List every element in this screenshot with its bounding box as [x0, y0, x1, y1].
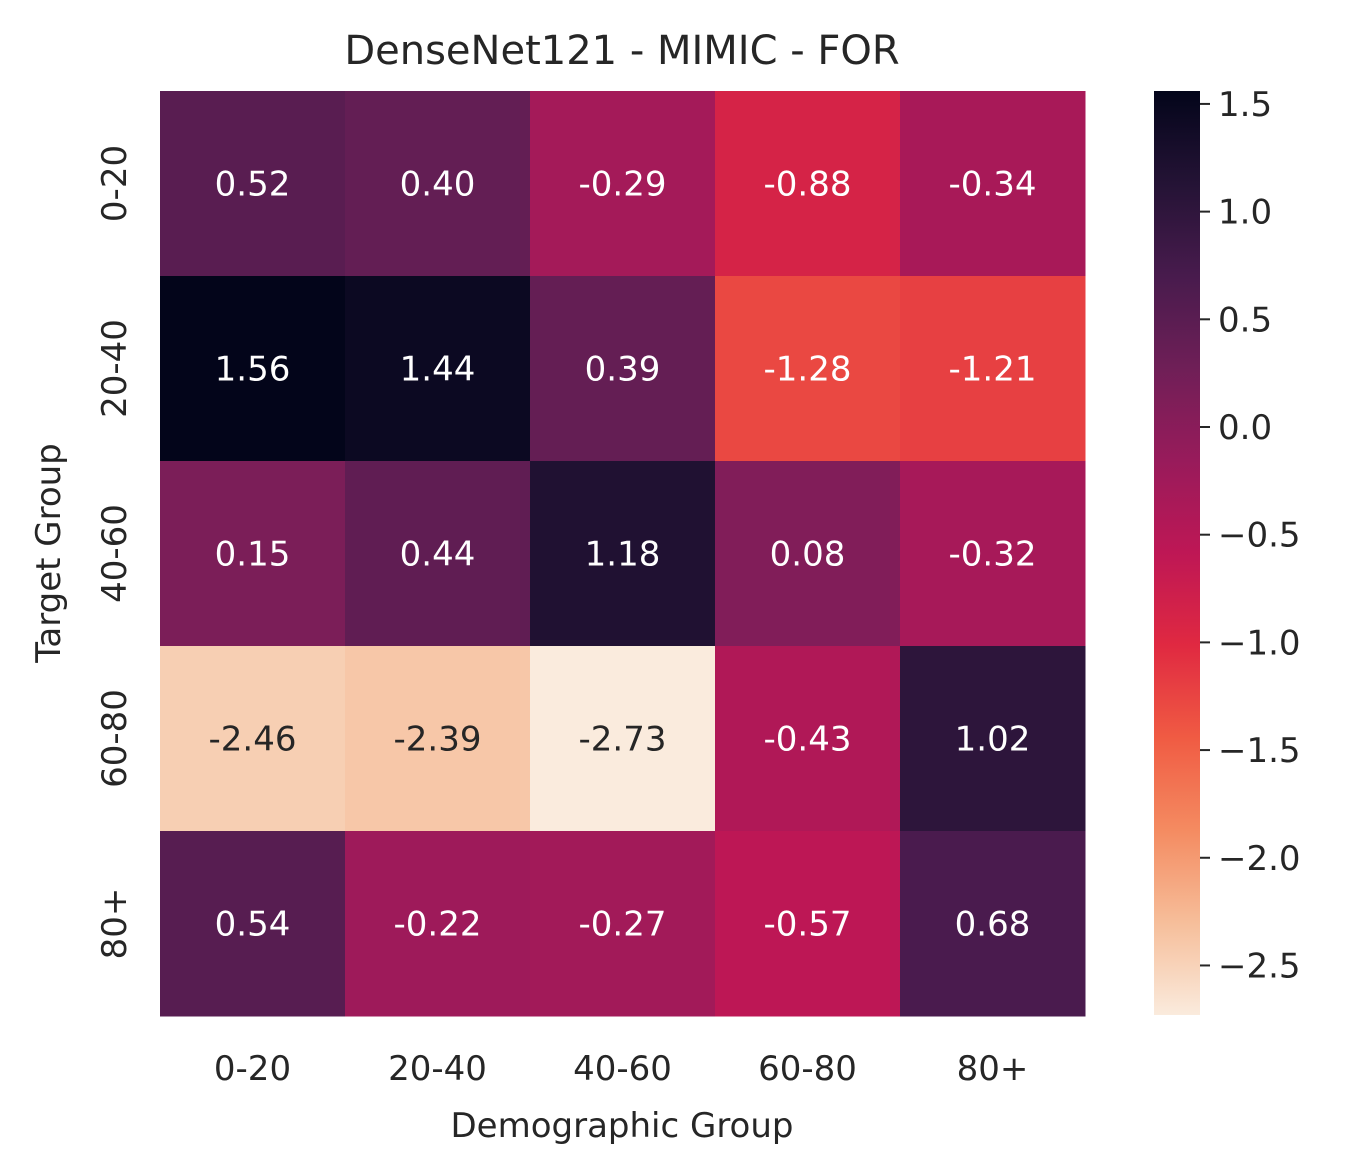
cell-value-label: -0.22 [394, 905, 482, 945]
x-axis-label: Demographic Group [450, 1106, 793, 1146]
x-tick-label: 40-60 [573, 1049, 672, 1089]
cell-value-label: -0.27 [579, 905, 667, 945]
heatmap-cell [715, 276, 901, 462]
cell-value-label: -0.88 [764, 165, 852, 205]
x-tick-label: 80+ [957, 1049, 1029, 1089]
cell-value-label: -2.46 [209, 720, 297, 760]
heatmap-cell [160, 831, 346, 1017]
colorbar-tick-label: −1.5 [1218, 731, 1301, 771]
cell-value-label: -1.28 [764, 350, 852, 390]
x-tick-label: 60-80 [758, 1049, 857, 1089]
y-axis-ticks: 0-20 20-40 40-60 60-80 80+ [95, 145, 135, 959]
heatmap-cell [900, 461, 1086, 647]
colorbar-tick-label: −2.5 [1218, 946, 1301, 986]
cell-value-label: 0.39 [585, 350, 661, 390]
cell-value-label: 0.08 [770, 535, 846, 575]
cell-value-label: 0.54 [215, 905, 291, 945]
colorbar-tick-label: −0.5 [1218, 516, 1301, 556]
cell-value-label: -2.73 [579, 720, 667, 760]
cell-value-label: -0.29 [579, 165, 667, 205]
y-tick-label: 20-40 [95, 319, 135, 418]
x-axis-ticks: 0-20 20-40 40-60 60-80 80+ [214, 1049, 1028, 1089]
cell-value-label: 0.40 [400, 165, 476, 205]
heatmap-cell [345, 276, 531, 462]
x-tick-label: 0-20 [214, 1049, 291, 1089]
colorbar-gradient [1154, 91, 1200, 1015]
heatmap-cell [530, 646, 716, 832]
cell-value-label: -2.39 [394, 720, 482, 760]
y-axis-label: Target Group [29, 443, 69, 664]
cell-value-label: -0.57 [764, 905, 852, 945]
heatmap-cell [900, 646, 1086, 832]
heatmap-cell [345, 646, 531, 832]
heatmap-cell [900, 276, 1086, 462]
colorbar-tick-label: 0.0 [1218, 408, 1272, 448]
colorbar-tick-label: 1.0 [1218, 193, 1272, 233]
cell-value-label: -1.21 [949, 350, 1037, 390]
heatmap-cell [715, 831, 901, 1017]
x-tick-label: 20-40 [388, 1049, 487, 1089]
cell-value-label: -0.43 [764, 720, 852, 760]
cell-value-label: 0.44 [400, 535, 476, 575]
cell-value-label: 1.02 [955, 720, 1031, 760]
heatmap-cell [715, 461, 901, 647]
heatmap-cell [345, 461, 531, 647]
chart-title: DenseNet121 - MIMIC - FOR [344, 28, 899, 74]
heatmap-cell [530, 91, 716, 277]
heatmap-cell [160, 276, 346, 462]
y-tick-label: 60-80 [95, 689, 135, 788]
heatmap-cell [160, 461, 346, 647]
y-tick-label: 0-20 [95, 145, 135, 222]
cell-value-label: 0.52 [215, 165, 291, 205]
heatmap-cell [900, 91, 1086, 277]
cell-value-label: -0.32 [949, 535, 1037, 575]
heatmap-cells: 0.52 0.40 -0.29 -0.88 -0.34 1.56 1.44 0.39 -1.28… [160, 91, 1086, 1017]
y-tick-label: 40-60 [95, 504, 135, 603]
cell-value-label: 0.15 [215, 535, 291, 575]
heatmap-cell [715, 91, 901, 277]
cell-value-label: 1.44 [400, 350, 476, 390]
heatmap-cell [160, 646, 346, 832]
heatmap-cell [530, 276, 716, 462]
cell-value-label: -0.34 [949, 165, 1037, 205]
colorbar-tick-label: 0.5 [1218, 300, 1272, 340]
heatmap-cell [530, 831, 716, 1017]
colorbar-tick-label: 1.5 [1218, 85, 1272, 125]
heatmap-cell [345, 831, 531, 1017]
colorbar: 1.5 1.0 0.5 0.0 −0.5 −1.0 −1.5 −2.0 −2.5 [1154, 85, 1301, 1015]
heatmap-cell [530, 461, 716, 647]
y-tick-label: 80+ [95, 888, 135, 960]
heatmap-cell [900, 831, 1086, 1017]
cell-value-label: 0.68 [955, 905, 1031, 945]
heatmap-cell [160, 91, 346, 277]
heatmap-cell [715, 646, 901, 832]
cell-value-label: 1.56 [215, 350, 291, 390]
cell-value-label: 1.18 [585, 535, 661, 575]
colorbar-tick-label: −2.0 [1218, 839, 1301, 879]
heatmap-cell [345, 91, 531, 277]
colorbar-tick-label: −1.0 [1218, 623, 1301, 663]
